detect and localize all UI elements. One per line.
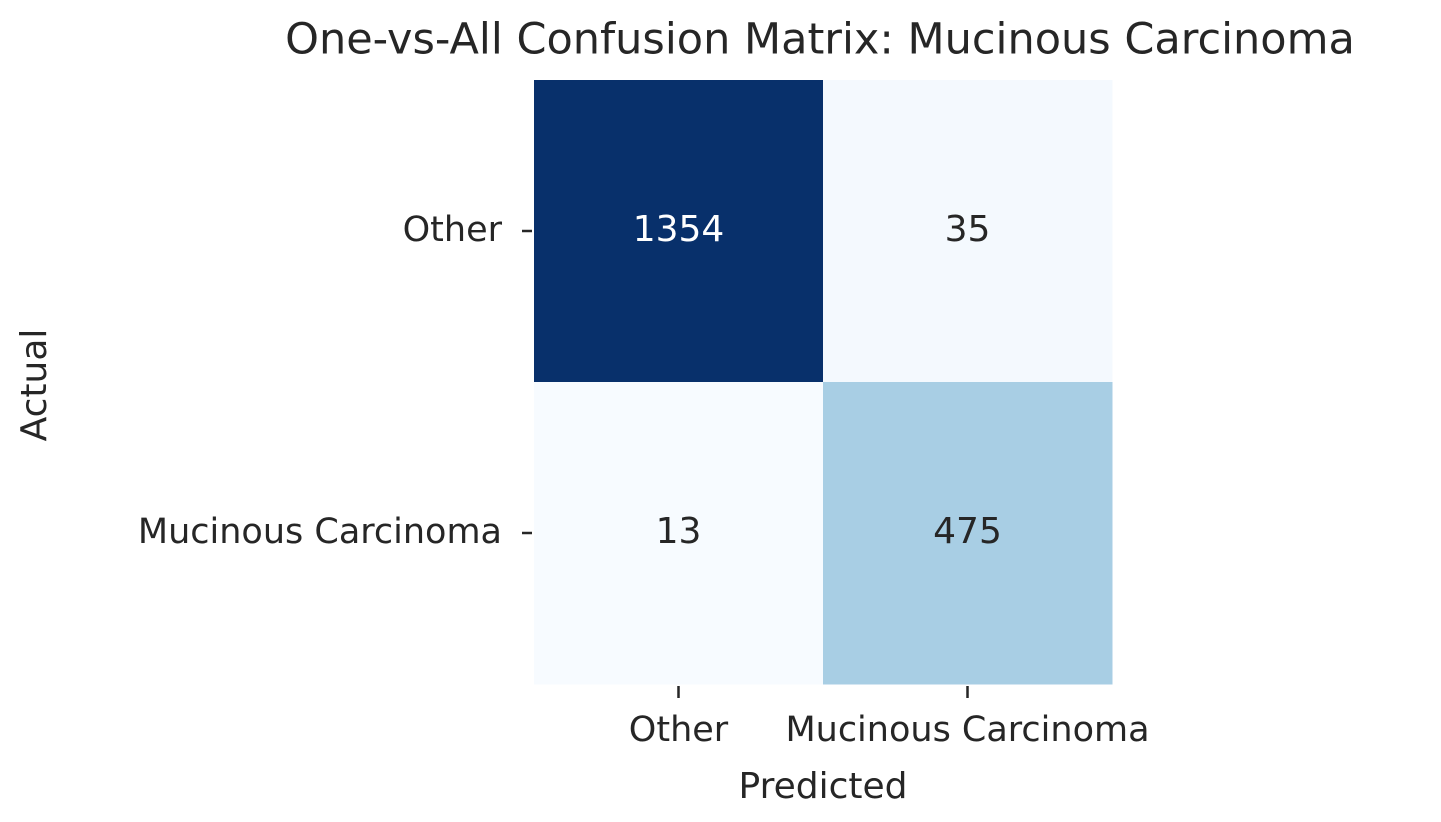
cell-label: 35 xyxy=(945,209,991,250)
y-tick-label: Other xyxy=(403,210,503,250)
x-tick-label: Other xyxy=(629,710,729,750)
y-axis-label: Actual xyxy=(14,329,55,442)
heatmap-cell xyxy=(534,80,824,383)
cell-label: 13 xyxy=(656,511,702,552)
x-tick-label: Mucinous Carcinoma xyxy=(785,710,1149,750)
cell-label: 475 xyxy=(933,511,1002,552)
cell-label: 1354 xyxy=(633,209,725,250)
x-axis-label: Predicted xyxy=(739,766,908,807)
heatmap-cell xyxy=(823,382,1113,685)
heatmap-cell xyxy=(534,382,824,685)
heatmap-cell xyxy=(823,80,1113,383)
y-tick-label: Mucinous Carcinoma xyxy=(138,512,502,552)
chart-title: One-vs-All Confusion Matrix: Mucinous Ca… xyxy=(285,15,1355,65)
